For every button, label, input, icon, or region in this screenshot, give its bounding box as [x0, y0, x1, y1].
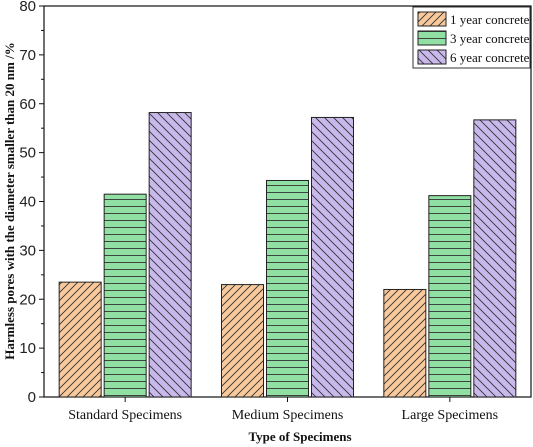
y-tick-label: 70: [19, 47, 36, 64]
y-tick-label: 10: [19, 340, 36, 357]
x-tick-label: Large Specimens: [402, 408, 499, 423]
legend-label: 1 year concrete: [450, 12, 530, 27]
y-tick-label: 30: [19, 242, 36, 259]
x-tick-label: Standard Specimens: [68, 408, 182, 423]
bar-2-1: [221, 284, 264, 398]
legend-label: 3 year concrete: [450, 31, 530, 46]
bar-2-2: [266, 179, 309, 398]
legend-swatch: [417, 49, 447, 65]
legend: 1 year concrete 3 year concrete 6 year con…: [412, 6, 531, 69]
x-axis-title: Type of Specimens: [248, 429, 351, 444]
y-tick-label: 80: [19, 0, 36, 15]
bar-1-2: [103, 193, 147, 398]
bar-1-1: [58, 281, 102, 398]
bar-3-2: [428, 195, 472, 398]
y-tick-label: 40: [19, 194, 36, 211]
legend-swatch: [417, 11, 447, 27]
y-tick-label: 0: [28, 389, 36, 406]
y-tick-label: 50: [19, 145, 36, 162]
bar-3-1: [383, 288, 427, 398]
bar-1-3: [148, 112, 192, 398]
bar-3-3: [473, 119, 517, 398]
legend-swatch: [417, 30, 447, 46]
y-axis-title: Harmless pores with the diameter smaller…: [2, 42, 17, 359]
x-tick-label: Medium Specimens: [232, 408, 344, 423]
legend-label: 6 year concrete: [450, 50, 530, 65]
y-tick-label: 60: [19, 96, 36, 113]
y-tick-label: 20: [19, 291, 36, 308]
bar-2-3: [311, 116, 354, 398]
